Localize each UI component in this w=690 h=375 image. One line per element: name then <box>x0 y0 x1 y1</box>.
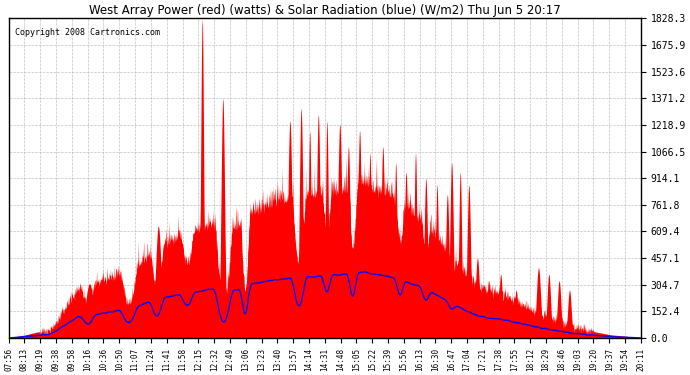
Title: West Array Power (red) (watts) & Solar Radiation (blue) (W/m2) Thu Jun 5 20:17: West Array Power (red) (watts) & Solar R… <box>89 4 561 17</box>
Text: Copyright 2008 Cartronics.com: Copyright 2008 Cartronics.com <box>15 28 160 37</box>
